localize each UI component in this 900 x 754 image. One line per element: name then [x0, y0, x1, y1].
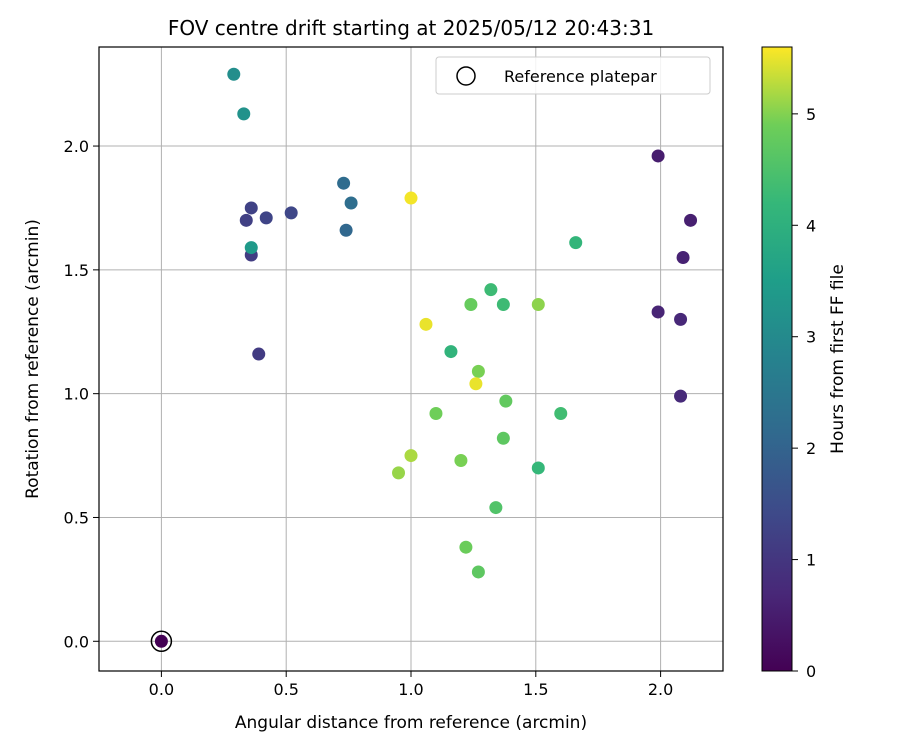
colorbar-tick-label: 3 [806, 328, 816, 347]
chart-title: FOV centre drift starting at 2025/05/12 … [168, 16, 654, 40]
legend-reference-marker [456, 66, 476, 86]
data-point [244, 201, 258, 215]
data-point [676, 250, 690, 264]
data-point [419, 317, 433, 331]
legend-entry-reference: Reference platepar [504, 67, 657, 86]
y-tick-label: 2.0 [64, 137, 89, 156]
data-point [651, 305, 665, 319]
data-point [392, 466, 406, 480]
grid-layer [99, 47, 723, 671]
data-point [496, 298, 510, 312]
x-axis-label: Angular distance from reference (arcmin) [235, 713, 587, 733]
y-axis-label: Rotation from reference (arcmin) [23, 219, 43, 499]
data-point [344, 196, 358, 210]
data-point [554, 406, 568, 420]
x-ticks: 0.0 0.5 1.0 1.5 2.0 [149, 671, 673, 699]
data-point [284, 206, 298, 220]
colorbar-tick-label: 4 [806, 216, 816, 235]
y-tick-label: 1.5 [64, 261, 89, 280]
x-tick-label: 0.0 [149, 680, 174, 699]
colorbar-label: Hours from first FF file [828, 264, 848, 454]
colorbar: 0 1 2 3 4 5 Hours from first FF file [761, 46, 848, 681]
data-point [471, 364, 485, 378]
data-point [674, 389, 688, 403]
y-tick-label: 0.0 [64, 632, 89, 651]
data-point [404, 191, 418, 205]
data-point [674, 312, 688, 326]
colorbar-tick-label: 5 [806, 105, 816, 124]
y-tick-label: 0.5 [64, 508, 89, 527]
data-point [471, 565, 485, 579]
data-point [227, 67, 241, 81]
data-point [454, 454, 468, 468]
x-tick-label: 0.5 [273, 680, 298, 699]
data-point [459, 540, 473, 554]
x-tick-label: 1.5 [523, 680, 548, 699]
data-point [684, 213, 698, 227]
colorbar-ticks: 0 1 2 3 4 5 [792, 105, 816, 681]
colorbar-tick-label: 1 [806, 551, 816, 570]
data-point [239, 213, 253, 227]
data-point [244, 241, 258, 255]
colorbar-gradient [761, 46, 793, 672]
data-point [499, 394, 513, 408]
x-tick-label: 2.0 [648, 680, 673, 699]
data-point [252, 347, 266, 361]
legend-box [435, 56, 711, 95]
data-point [531, 461, 545, 475]
data-point [531, 298, 545, 312]
data-point [259, 211, 273, 225]
data-point [569, 236, 583, 250]
data-point [237, 107, 251, 121]
data-point [444, 345, 458, 359]
data-point [469, 377, 483, 391]
reference-platepar-marker [150, 630, 173, 653]
legend: Reference platepar [435, 56, 711, 95]
data-point [489, 501, 503, 515]
data-point [429, 406, 443, 420]
y-tick-label: 1.0 [64, 385, 89, 404]
data-point [154, 634, 168, 648]
data-point [464, 298, 478, 312]
data-point [651, 149, 665, 163]
points-layer [150, 67, 698, 653]
y-ticks: 0.0 0.5 1.0 1.5 2.0 [64, 137, 99, 651]
data-point [404, 449, 418, 463]
colorbar-tick-label: 0 [806, 662, 816, 681]
data-point [496, 431, 510, 445]
x-tick-label: 1.0 [398, 680, 423, 699]
data-point [484, 283, 498, 297]
colorbar-tick-label: 2 [806, 439, 816, 458]
data-point [339, 223, 353, 237]
data-point [337, 176, 351, 190]
